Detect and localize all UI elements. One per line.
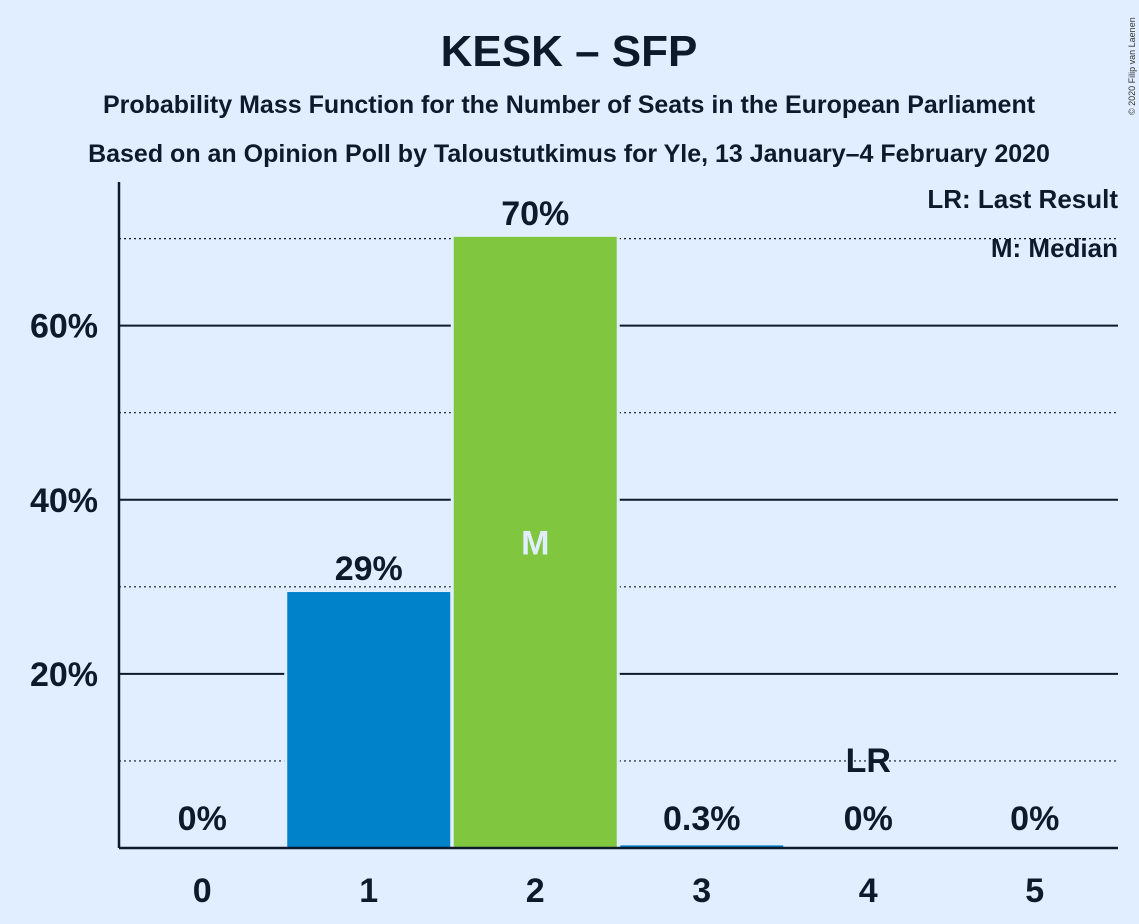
median-marker: M (521, 524, 549, 562)
last-result-marker: LR (846, 742, 891, 780)
chart-title: KESK – SFP (441, 27, 698, 76)
x-tick-label-2: 2 (526, 872, 545, 910)
data-label-5: 0% (1010, 800, 1059, 838)
data-label-2: 70% (501, 195, 569, 233)
bar-2 (453, 236, 617, 849)
x-tick-label-1: 1 (359, 872, 378, 910)
bar-1 (287, 592, 451, 848)
legend-median: M: Median (991, 233, 1118, 263)
data-label-3: 0.3% (663, 800, 741, 838)
y-tick-label-1: 40% (30, 482, 98, 520)
x-tick-label-3: 3 (692, 872, 711, 910)
axes (117, 182, 1118, 850)
chart-subtitle-line1: Probability Mass Function for the Number… (103, 91, 1036, 119)
data-label-4: 0% (844, 800, 893, 838)
chart-subtitle-line2: Based on an Opinion Poll by Taloustutkim… (88, 140, 1050, 168)
bar-3 (620, 845, 784, 848)
copyright-notice: © 2020 Filip van Laenen (1127, 17, 1137, 115)
bars (284, 236, 787, 849)
x-tick-label-4: 4 (859, 872, 878, 910)
legend-last-result: LR: Last Result (927, 184, 1118, 214)
data-label-0: 0% (178, 800, 227, 838)
y-tick-label-2: 60% (30, 308, 98, 346)
y-tick-label-0: 20% (30, 656, 98, 694)
x-tick-label-0: 0 (193, 872, 212, 910)
x-tick-label-5: 5 (1025, 872, 1044, 910)
data-label-1: 29% (335, 550, 403, 588)
